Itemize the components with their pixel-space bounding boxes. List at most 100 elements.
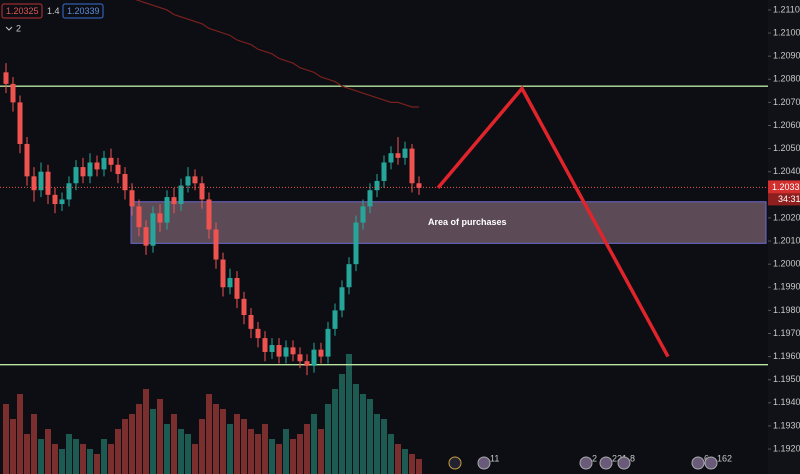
- candle-body: [248, 314, 254, 329]
- event-badge[interactable]: [599, 456, 613, 470]
- volume-bar: [136, 404, 142, 474]
- candle-body: [80, 167, 86, 177]
- volume-bar: [402, 449, 408, 474]
- y-tick-label: 1.20800: [773, 74, 800, 84]
- countdown: 34:31: [778, 194, 800, 204]
- event-badge[interactable]: [579, 456, 593, 470]
- y-tick-label: 1.19800: [773, 305, 800, 315]
- y-tick-label: 1.20400: [773, 166, 800, 176]
- volume-bar: [220, 409, 226, 474]
- volume-bar: [395, 444, 401, 474]
- candle-body: [185, 176, 191, 186]
- volume-bar: [332, 389, 338, 474]
- candle-body: [129, 190, 135, 207]
- ask-box[interactable]: [62, 3, 104, 19]
- candle-body: [346, 264, 352, 288]
- y-tick-label: 1.20500: [773, 143, 800, 153]
- candle-body: [227, 278, 233, 288]
- layers[interactable]: 2: [16, 23, 21, 33]
- event-count: 162: [717, 453, 732, 463]
- candle-body: [409, 148, 415, 184]
- price-axis: [768, 0, 800, 474]
- candle-body: [87, 162, 93, 177]
- volume-bar: [290, 439, 296, 474]
- volume-bar: [73, 439, 79, 474]
- candle-body: [213, 229, 219, 260]
- ask[interactable]: 1.20339: [67, 6, 100, 16]
- candle-body: [388, 153, 394, 163]
- y-tick-label: 1.20700: [773, 97, 800, 107]
- volume-bar: [269, 439, 275, 474]
- candle-body: [115, 164, 121, 175]
- candle-body: [157, 213, 163, 223]
- event-badge[interactable]: [704, 456, 718, 470]
- volume-bar: [3, 404, 9, 474]
- candle-body: [262, 338, 268, 352]
- volume-bar: [276, 444, 282, 474]
- candle-body: [234, 278, 240, 299]
- volume-bar: [38, 439, 44, 474]
- volume-bar: [178, 429, 184, 474]
- candle-body: [416, 183, 422, 188]
- volume-bar: [108, 444, 114, 474]
- volume-bar: [199, 419, 205, 474]
- y-tick-label: 1.19600: [773, 351, 800, 361]
- volume-bar: [143, 389, 149, 474]
- volume-bar: [122, 419, 128, 474]
- candle-body: [108, 157, 114, 165]
- y-tick-label: 1.19900: [773, 282, 800, 292]
- y-tick-label: 1.20000: [773, 259, 800, 269]
- volume-bar: [416, 459, 422, 474]
- candle-body: [325, 328, 331, 357]
- event-badge[interactable]: [691, 456, 705, 470]
- volume-bar: [388, 434, 394, 474]
- spread: 1.4: [47, 6, 60, 16]
- candle-body: [17, 102, 23, 144]
- candle-body: [164, 197, 170, 223]
- candle-body: [283, 347, 289, 357]
- volume-bar: [192, 444, 198, 474]
- volume-bar: [157, 399, 163, 474]
- y-tick-label: 1.19200: [773, 443, 800, 453]
- volume-bar: [262, 424, 268, 474]
- candle-body: [318, 349, 324, 357]
- volume-bar: [10, 419, 16, 474]
- candle-body: [311, 349, 317, 366]
- volume-bar: [409, 454, 415, 474]
- candle-body: [374, 180, 380, 191]
- volume-bar: [80, 444, 86, 474]
- volume-bar: [346, 354, 352, 474]
- volume-bar: [52, 444, 58, 474]
- candle-body: [220, 259, 226, 288]
- volume-bar: [360, 394, 366, 474]
- event-badge[interactable]: [477, 456, 491, 470]
- bid[interactable]: 1.20325: [6, 6, 39, 16]
- volume-bar: [297, 434, 303, 474]
- bid-box[interactable]: [1, 3, 43, 19]
- event-icon[interactable]: [448, 456, 462, 470]
- volume-bar: [374, 414, 380, 474]
- volume-bar: [248, 429, 254, 474]
- y-tick-label: 1.20600: [773, 120, 800, 130]
- candle-body: [199, 183, 205, 200]
- moving-average: [134, 0, 419, 108]
- candle-body: [38, 171, 44, 191]
- volume-bar: [115, 429, 121, 474]
- volume-bar: [87, 449, 93, 474]
- candle-body: [255, 328, 261, 339]
- candle-body: [304, 361, 310, 366]
- candle-body: [297, 354, 303, 362]
- candle-body: [353, 222, 359, 265]
- y-tick-label: 1.20100: [773, 235, 800, 245]
- volume-bar: [213, 404, 219, 474]
- candle-body: [192, 176, 198, 184]
- volume-bar: [101, 439, 107, 474]
- candle-body: [101, 157, 107, 170]
- event-count: 11: [490, 453, 499, 463]
- collapse-icon[interactable]: [5, 26, 13, 31]
- event-badge[interactable]: [617, 456, 631, 470]
- candle-body: [206, 199, 212, 230]
